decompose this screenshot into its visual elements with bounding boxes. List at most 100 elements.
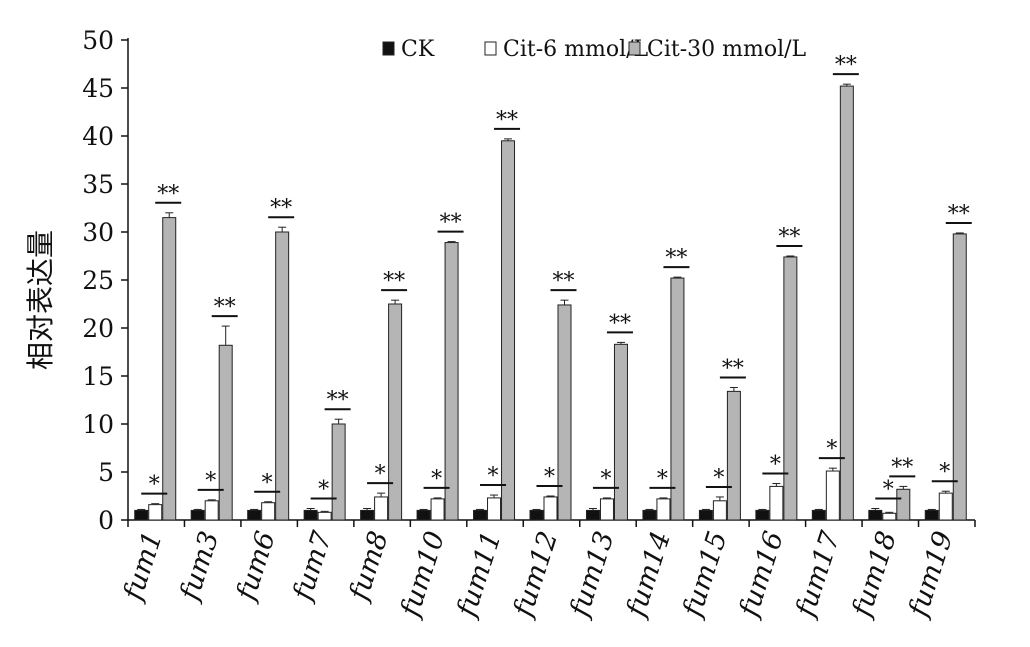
significance-label: * — [600, 467, 611, 492]
significance-label: ** — [383, 269, 405, 294]
bar-fum14-s0 — [642, 509, 657, 521]
bar-fum13-s0 — [585, 509, 600, 521]
legend-label-s1: Cit-6 mmol/L — [503, 37, 649, 62]
legend-label-s0: CK — [401, 37, 435, 62]
bar-fum8-s1 — [374, 496, 389, 521]
bar-fum3-s0 — [190, 509, 205, 521]
x-tick-label-fum17: fum17 — [789, 527, 846, 622]
significance-label: * — [431, 467, 442, 492]
significance-label: * — [883, 477, 894, 502]
legend-swatch-s2 — [628, 41, 641, 56]
x-tick-label-fum18: fum18 — [846, 528, 903, 623]
y-tick-label: 10 — [82, 410, 114, 439]
bar-fum10-s2 — [444, 242, 459, 521]
axes: 0 5 10 15 20 25 30 35 40 45 50 — [82, 26, 976, 535]
significance-label: * — [488, 464, 499, 489]
legend-swatch-s1 — [484, 41, 497, 56]
significance-label: ** — [778, 225, 800, 250]
significance-label: * — [939, 460, 950, 485]
bar-fum1-s2 — [162, 217, 177, 521]
y-tick-label: 30 — [82, 218, 114, 247]
bar-fum15-s1 — [712, 500, 727, 521]
significance-label: ** — [948, 202, 970, 227]
bar-fum15-s0 — [698, 509, 713, 521]
significance-label: * — [149, 473, 160, 498]
x-tick-label-fum11: fum11 — [451, 528, 508, 623]
bar-fum14-s2 — [670, 277, 685, 521]
significance-label: * — [657, 467, 668, 492]
bar-fum16-s2 — [783, 256, 798, 521]
bar-fum11-s1 — [487, 497, 502, 521]
significance-label: ** — [665, 246, 687, 271]
bar-fum18-s1 — [882, 512, 897, 521]
bar-fum10-s1 — [430, 498, 445, 521]
bar-fum3-s2 — [218, 344, 233, 521]
significance-label: * — [205, 469, 216, 494]
bar-fum12-s2 — [557, 304, 572, 521]
significance-label: ** — [327, 388, 349, 413]
significance-label: * — [375, 462, 386, 487]
bar-fum14-s1 — [656, 498, 671, 521]
y-tick-label: 40 — [82, 122, 114, 151]
significance-label: * — [826, 437, 837, 462]
bar-fum17-s1 — [825, 470, 840, 521]
bar-fum8-s0 — [360, 509, 375, 521]
significance-label: ** — [835, 53, 857, 78]
bar-fum12-s1 — [543, 496, 558, 521]
bars — [134, 83, 967, 521]
bar-fum1-s1 — [148, 504, 163, 521]
bar-fum19-s2 — [952, 233, 967, 521]
legend-swatch-s0 — [382, 41, 395, 56]
x-tick-label-fum13: fum13 — [564, 528, 621, 623]
significance-label: ** — [609, 311, 631, 336]
x-tick-label-fum12: fum12 — [507, 528, 564, 623]
bar-fum16-s1 — [769, 485, 784, 521]
significance-label: ** — [496, 108, 518, 133]
bar-fum7-s2 — [331, 423, 346, 521]
bar-fum17-s2 — [839, 85, 854, 521]
y-tick-label: 35 — [82, 170, 114, 199]
bar-fum7-s1 — [317, 511, 332, 521]
bar-fum15-s2 — [726, 390, 741, 521]
x-tick-label-fum16: fum16 — [733, 528, 790, 623]
y-axis-label: 相对表达量 — [24, 230, 57, 370]
bar-fum17-s0 — [811, 509, 826, 521]
significance-label: * — [544, 465, 555, 490]
bar-fum6-s0 — [247, 509, 262, 521]
y-tick-label: 15 — [82, 362, 114, 391]
y-tick-label: 0 — [98, 506, 114, 535]
significance-label: * — [262, 471, 273, 496]
significance-label: ** — [214, 295, 236, 320]
bar-fum16-s0 — [755, 509, 770, 521]
significance-label: * — [770, 453, 781, 478]
significance-label: * — [318, 477, 329, 502]
bar-fum19-s0 — [924, 509, 939, 521]
x-tick-label-fum8: fum8 — [343, 528, 395, 606]
bar-fum18-s0 — [868, 509, 883, 521]
bar-fum13-s2 — [613, 343, 628, 521]
bar-fum3-s1 — [204, 500, 219, 521]
significance-label: ** — [553, 269, 575, 294]
x-tick-label-fum14: fum14 — [620, 528, 677, 623]
x-tick-label-fum3: fum3 — [174, 528, 226, 606]
y-tick-label: 25 — [82, 266, 114, 295]
x-tick-label-fum15: fum15 — [676, 528, 733, 623]
bar-fum7-s0 — [303, 509, 318, 521]
significance-label: ** — [157, 182, 179, 207]
x-tick-label-fum6: fum6 — [230, 528, 282, 606]
significance-label: ** — [440, 211, 462, 236]
significance-label: ** — [270, 196, 292, 221]
significance-label: ** — [891, 455, 913, 480]
y-tick-label: 5 — [98, 458, 114, 487]
x-tick-label-fum10: fum10 — [394, 528, 451, 623]
y-tick-label: 45 — [82, 74, 114, 103]
bar-fum11-s0 — [473, 509, 488, 521]
bar-fum11-s2 — [501, 140, 516, 521]
x-tick-label-fum7: fum7 — [287, 527, 339, 606]
bar-fum1-s0 — [134, 509, 149, 521]
bar-fum6-s1 — [261, 502, 276, 521]
x-tick-label-fum1: fum1 — [117, 528, 169, 606]
bar-fum6-s2 — [275, 231, 290, 521]
significance-label: ** — [722, 357, 744, 382]
